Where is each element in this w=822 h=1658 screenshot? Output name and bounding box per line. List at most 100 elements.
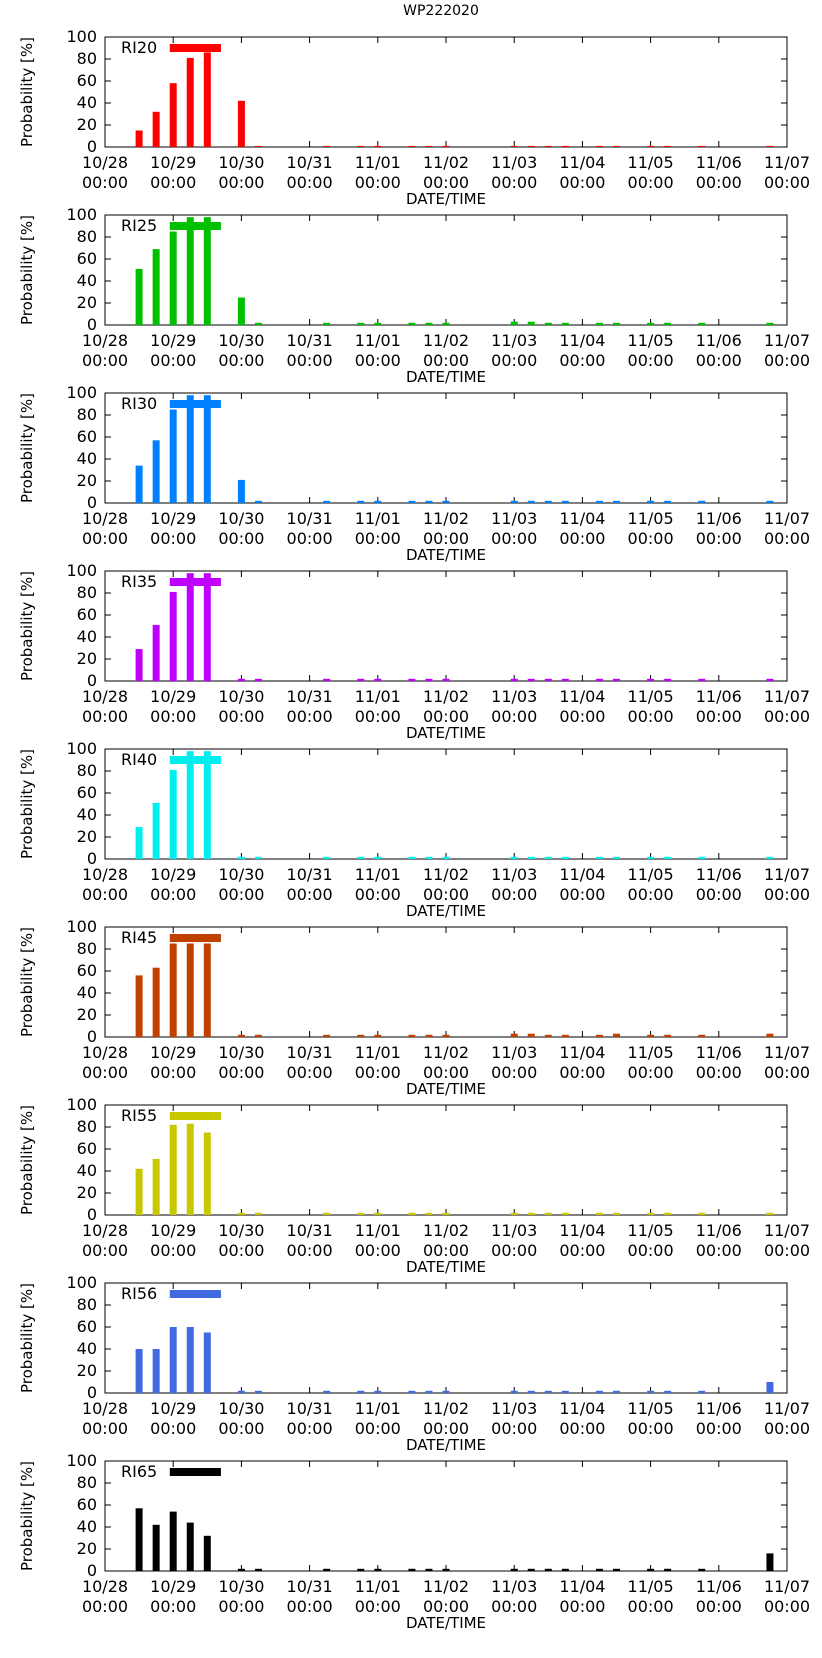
x-tick-label-date: 11/05 (628, 1221, 674, 1240)
bar (647, 145, 655, 147)
x-tick-label-time: 00:00 (696, 351, 742, 370)
y-tick-label: 0 (87, 493, 97, 512)
bar (561, 678, 569, 681)
bar (595, 1212, 603, 1215)
bar (544, 1212, 552, 1215)
bar (544, 500, 552, 503)
bar (357, 322, 365, 325)
x-tick-label-date: 11/03 (491, 153, 537, 172)
x-tick-label-time: 00:00 (218, 529, 264, 548)
x-tick-label-time: 00:00 (696, 885, 742, 904)
x-tick-label-time: 00:00 (764, 173, 810, 192)
y-axis-label: Probability [%] (18, 1461, 36, 1571)
bar (595, 322, 603, 325)
bar (766, 1382, 774, 1393)
y-tick-label: 20 (77, 649, 97, 668)
x-tick-label-date: 11/02 (423, 865, 469, 884)
y-tick-label: 100 (66, 205, 97, 224)
x-tick-label-date: 11/04 (559, 687, 605, 706)
x-tick-label-date: 11/04 (559, 1221, 605, 1240)
y-tick-label: 0 (87, 1027, 97, 1046)
y-tick-label: 20 (77, 1005, 97, 1024)
bar (442, 1212, 450, 1215)
bar (357, 1390, 365, 1393)
bar (135, 649, 143, 681)
bar (323, 1568, 331, 1571)
x-tick-label-time: 00:00 (150, 351, 196, 370)
x-tick-label-time: 00:00 (355, 707, 401, 726)
x-tick-label-time: 00:00 (491, 1597, 537, 1616)
x-tick-label-time: 00:00 (287, 885, 333, 904)
bar (203, 751, 211, 859)
x-tick-label-date: 11/03 (491, 687, 537, 706)
x-tick-label-date: 11/03 (491, 865, 537, 884)
x-tick-label-time: 00:00 (559, 173, 605, 192)
x-tick-label-date: 10/30 (218, 1221, 264, 1240)
bar (357, 145, 365, 147)
bar (169, 1124, 177, 1215)
bar (152, 967, 160, 1037)
y-axis-label: Probability [%] (18, 1105, 36, 1215)
bar (561, 1568, 569, 1571)
x-tick-label-time: 00:00 (628, 529, 674, 548)
bar (408, 322, 416, 325)
bar (152, 111, 160, 147)
x-tick-label-date: 10/30 (218, 1399, 264, 1418)
x-tick-label-time: 00:00 (628, 885, 674, 904)
y-axis-label: Probability [%] (18, 37, 36, 147)
x-tick-label-date: 10/31 (287, 1043, 333, 1062)
bar (152, 440, 160, 503)
x-tick-label-time: 00:00 (218, 1241, 264, 1260)
y-tick-label: 60 (77, 1495, 97, 1514)
bar (647, 500, 655, 503)
bar (442, 856, 450, 859)
bar (374, 678, 382, 681)
x-tick-label-time: 00:00 (491, 707, 537, 726)
bar (203, 395, 211, 503)
x-tick-label-date: 10/28 (82, 509, 128, 528)
bar (647, 856, 655, 859)
x-tick-label-time: 00:00 (150, 173, 196, 192)
bar (698, 322, 706, 325)
y-tick-label: 60 (77, 249, 97, 268)
x-tick-label-time: 00:00 (355, 1241, 401, 1260)
x-tick-label-date: 11/02 (423, 1043, 469, 1062)
y-tick-label: 100 (66, 1273, 97, 1292)
x-tick-label-time: 00:00 (287, 351, 333, 370)
bar (135, 1349, 143, 1393)
bar (647, 322, 655, 325)
y-tick-label: 20 (77, 293, 97, 312)
bar (698, 856, 706, 859)
x-tick-label-date: 11/03 (491, 1043, 537, 1062)
x-tick-label-time: 00:00 (82, 173, 128, 192)
x-tick-label-date: 11/04 (559, 1399, 605, 1418)
x-tick-label-time: 00:00 (287, 1063, 333, 1082)
bar (357, 1034, 365, 1037)
y-tick-label: 0 (87, 849, 97, 868)
x-tick-label-date: 11/07 (764, 331, 810, 350)
x-tick-label-date: 11/05 (628, 865, 674, 884)
x-tick-label-date: 11/07 (764, 1399, 810, 1418)
bar (357, 500, 365, 503)
bar (186, 573, 194, 681)
bar (613, 322, 620, 325)
x-tick-label-date: 11/05 (628, 1399, 674, 1418)
x-tick-label-time: 00:00 (491, 173, 537, 192)
y-tick-label: 80 (77, 227, 97, 246)
bar (237, 100, 245, 147)
bar (664, 1390, 672, 1393)
bar (595, 856, 603, 859)
legend-label: RI35 (121, 572, 157, 591)
x-tick-label-time: 00:00 (628, 351, 674, 370)
x-tick-label-time: 00:00 (82, 1597, 128, 1616)
bar (203, 1132, 211, 1215)
bar (766, 1212, 774, 1215)
y-tick-label: 60 (77, 1317, 97, 1336)
x-tick-label-date: 10/30 (218, 153, 264, 172)
x-tick-label-date: 11/02 (423, 687, 469, 706)
y-tick-label: 0 (87, 1383, 97, 1402)
bar (237, 479, 245, 503)
bar (169, 409, 177, 503)
